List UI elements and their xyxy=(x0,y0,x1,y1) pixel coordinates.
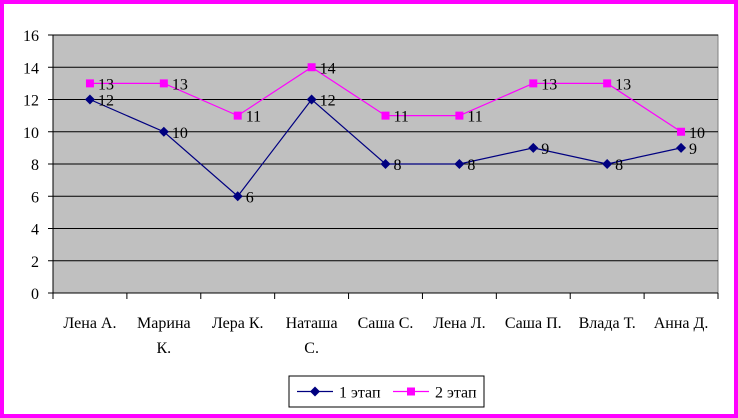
data-point xyxy=(307,63,316,72)
data-label: 8 xyxy=(615,157,623,174)
x-tick-label: Саша С. xyxy=(358,315,414,332)
data-point xyxy=(232,191,243,202)
data-label: 9 xyxy=(689,141,697,158)
data-point xyxy=(528,142,539,153)
legend: 1 этап 2 этап xyxy=(288,375,485,408)
data-point xyxy=(159,79,168,88)
data-labels: 12 10 6 12 8 8 9 8 9 13 13 11 14 11 11 13 13 10 xyxy=(98,60,705,206)
data-label: 12 xyxy=(98,93,114,110)
data-label: 10 xyxy=(172,125,188,142)
data-point xyxy=(455,111,464,120)
x-tick-label: Саша П. xyxy=(505,315,562,332)
legend-label: 1 этап xyxy=(339,385,381,402)
data-point xyxy=(85,79,94,88)
data-label: 13 xyxy=(541,76,557,93)
data-label: 8 xyxy=(394,157,402,174)
legend-box xyxy=(288,375,485,408)
data-point xyxy=(380,159,391,169)
data-label: 13 xyxy=(172,76,188,93)
data-point xyxy=(454,159,465,169)
data-label: 10 xyxy=(689,125,705,142)
x-tick-label: Лена Л. xyxy=(433,315,485,332)
y-tick-label: 10 xyxy=(23,125,39,142)
data-label: 8 xyxy=(467,157,475,174)
data-point xyxy=(306,94,317,105)
data-point xyxy=(158,126,169,137)
x-tick-label: Лена А. xyxy=(63,315,116,332)
data-point xyxy=(233,111,242,120)
data-label: 13 xyxy=(98,76,114,93)
series-group xyxy=(84,63,687,202)
data-point xyxy=(381,111,390,120)
y-tick-label: 2 xyxy=(31,254,39,271)
x-tick-label: Марина К. xyxy=(137,315,191,357)
y-axis-ticks: 0 2 4 6 8 10 12 14 16 xyxy=(23,28,53,303)
y-tick-label: 8 xyxy=(31,157,39,174)
x-axis-ticks: Лена А. Марина К. Лера К. Наташа С. Саша С. Лен… xyxy=(52,293,719,357)
data-label: 11 xyxy=(246,109,261,126)
x-tick-label: Лера К. xyxy=(212,315,264,332)
y-tick-label: 6 xyxy=(31,189,39,206)
legend-swatch-marker xyxy=(407,387,415,396)
data-point xyxy=(676,142,687,153)
legend-label: 2 этап xyxy=(435,385,477,402)
data-label: 11 xyxy=(467,109,482,126)
data-label: 13 xyxy=(615,76,631,93)
legend-swatch-marker xyxy=(310,386,320,397)
y-tick-label: 16 xyxy=(23,28,39,45)
x-tick-label: Анна Д. xyxy=(654,315,709,332)
data-label: 9 xyxy=(541,141,549,158)
y-tick-label: 14 xyxy=(23,60,39,77)
data-label: 12 xyxy=(320,93,336,110)
y-tick-label: 0 xyxy=(31,286,39,303)
data-point xyxy=(603,79,612,88)
y-tick-label: 12 xyxy=(23,93,39,110)
data-point xyxy=(529,79,538,88)
data-point xyxy=(84,94,95,105)
data-label: 11 xyxy=(394,109,409,126)
x-tick-label: Влада Т. xyxy=(579,315,636,332)
data-label: 14 xyxy=(320,60,336,77)
data-label: 6 xyxy=(246,189,254,206)
y-tick-label: 4 xyxy=(31,222,39,239)
x-tick-label: Наташа С. xyxy=(286,315,338,357)
data-point xyxy=(602,159,613,169)
data-point xyxy=(677,127,686,136)
